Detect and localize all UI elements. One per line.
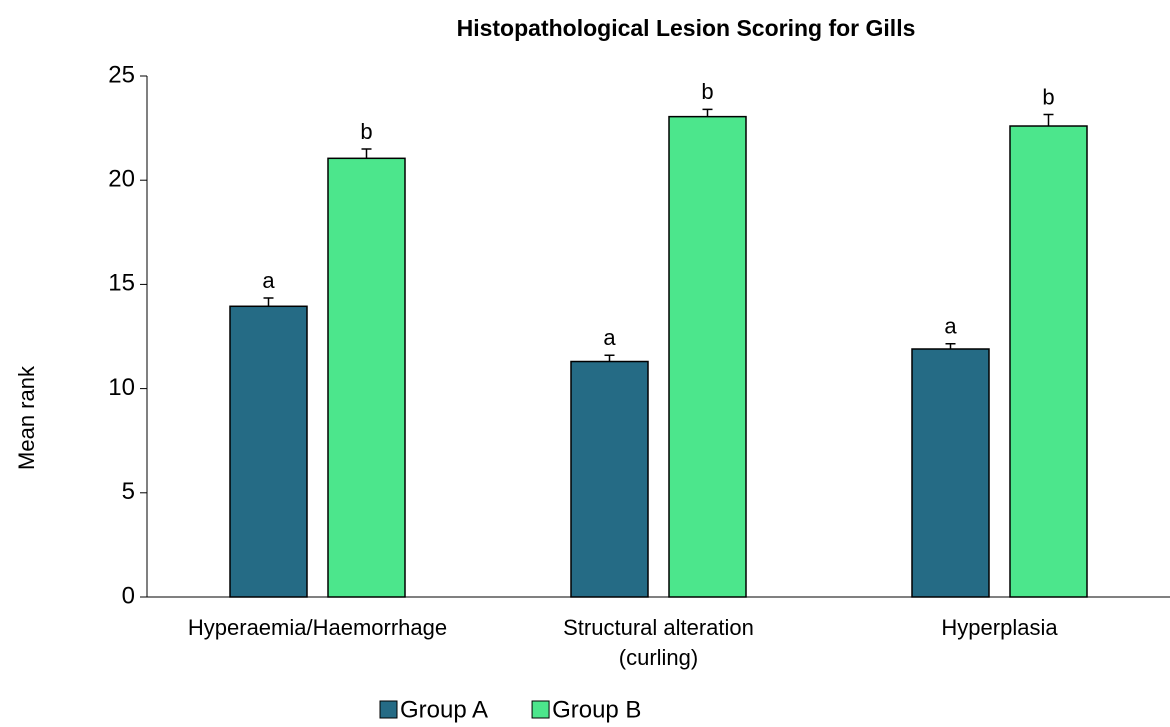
y-tick-label: 25	[108, 61, 135, 88]
x-tick-label: Hyperplasia	[941, 615, 1058, 640]
error-bar	[361, 148, 372, 159]
y-tick-label: 0	[122, 582, 135, 609]
bar	[1009, 125, 1088, 598]
significance-label: a	[944, 314, 957, 339]
significance-label: b	[1042, 84, 1054, 109]
bar	[229, 305, 308, 598]
y-axis-label: Mean rank	[14, 365, 39, 470]
bar	[911, 348, 990, 598]
bar	[668, 115, 747, 598]
significance-label: a	[603, 325, 616, 350]
chart-title: Histopathological Lesion Scoring for Gil…	[457, 15, 916, 41]
legend-label: Group B	[552, 696, 641, 723]
bar	[327, 157, 406, 598]
legend-label: Group A	[400, 696, 488, 723]
significance-label: a	[262, 268, 275, 293]
legend-swatch	[379, 700, 398, 719]
significance-label: b	[701, 79, 713, 104]
x-tick-label: Structural alteration (curling)	[563, 615, 754, 670]
error-bar	[1043, 113, 1054, 127]
y-tick-label: 5	[122, 478, 135, 505]
x-tick-label: Hyperaemia/Haemorrhage	[187, 615, 448, 640]
y-tick-label: 10	[108, 374, 135, 401]
error-bar	[263, 297, 274, 307]
significance-label: b	[360, 119, 372, 144]
error-bar	[945, 343, 956, 350]
y-tick-label: 15	[108, 270, 135, 297]
legend-swatch	[531, 700, 550, 719]
y-tick-label: 20	[108, 166, 135, 193]
error-bar	[604, 354, 615, 362]
bar	[570, 360, 649, 598]
error-bar	[702, 108, 713, 117]
